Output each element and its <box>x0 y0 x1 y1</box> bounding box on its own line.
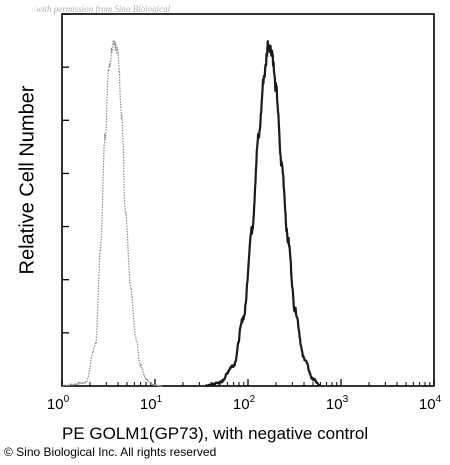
x-tick-label: 102 <box>233 394 256 413</box>
x-tick-label: 104 <box>419 394 442 413</box>
x-tick-label: 100 <box>47 394 70 413</box>
histogram-series <box>61 39 321 388</box>
plot-frame <box>61 13 435 387</box>
watermark-text: with permission from Sino Biological <box>36 4 171 14</box>
copyright-text: © Sino Biological Inc. All rights reserv… <box>4 445 217 459</box>
x-axis-label: PE GOLM1(GP73), with negative control <box>62 424 369 443</box>
y-axis-ticks <box>62 13 69 387</box>
x-tick-label: 103 <box>326 394 349 413</box>
x-axis-ticks: 100 101 102 103 104 <box>47 379 442 413</box>
sample-histogram-line <box>204 40 321 388</box>
negative-control-histogram-line <box>61 39 163 387</box>
y-axis-label: Relative Cell Number <box>16 85 39 275</box>
x-tick-label: 101 <box>140 394 163 413</box>
